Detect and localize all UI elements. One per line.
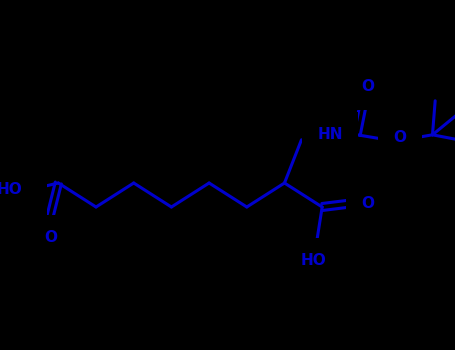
Text: O: O (361, 79, 374, 94)
Text: HO: HO (300, 253, 326, 268)
Text: O: O (45, 230, 58, 245)
Text: HN: HN (318, 127, 343, 142)
Text: O: O (394, 130, 407, 145)
Text: HO: HO (0, 182, 22, 196)
Text: O: O (362, 196, 374, 210)
